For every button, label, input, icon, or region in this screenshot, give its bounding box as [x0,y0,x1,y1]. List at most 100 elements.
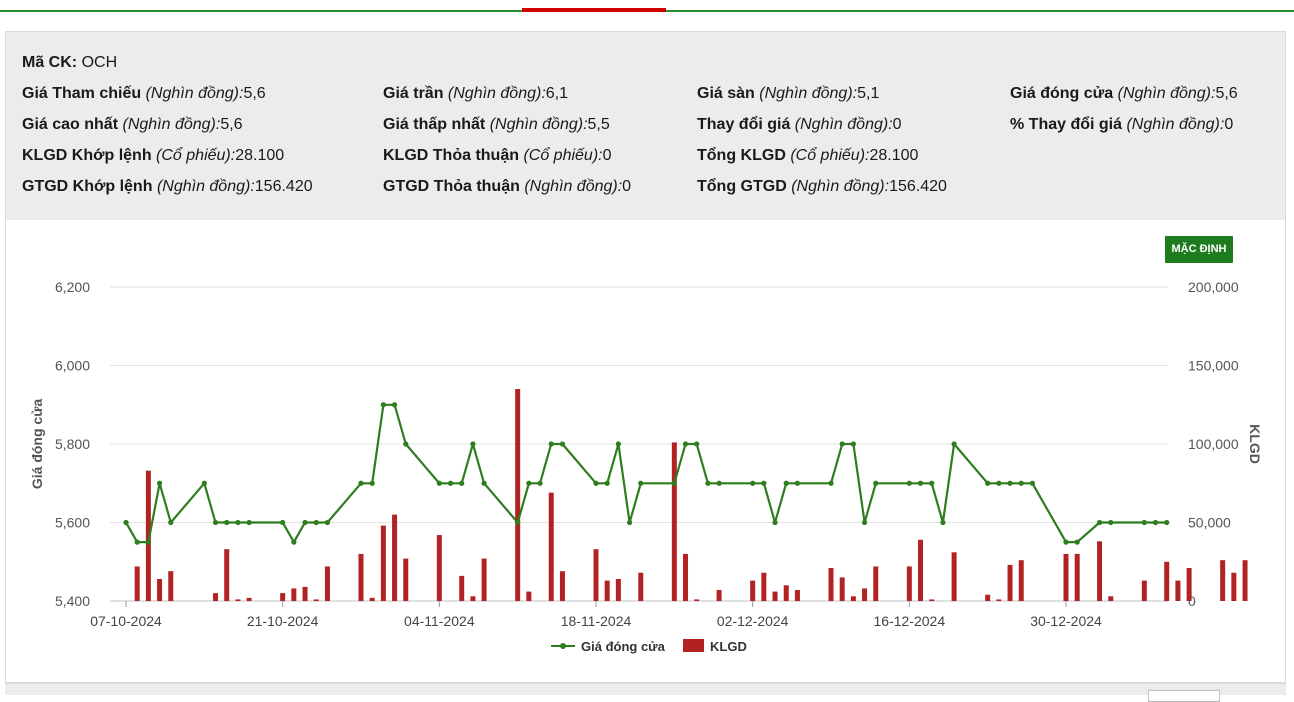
field-unit: (Nghìn đồng): [759,85,858,102]
field-value: 5,6 [1215,85,1238,102]
field-unit: (Nghìn đồng): [1117,85,1216,102]
volume-bar [302,586,308,601]
field-unit: (Cổ phiếu): [790,147,870,164]
volume-bar [761,572,767,601]
price-point [1063,539,1069,545]
price-point [593,480,599,486]
field-label: Tổng GTGD [697,178,787,195]
price-point [548,441,554,447]
info-field: Tổng KLGD (Cổ phiếu):28.100 [697,145,918,167]
volume-bar [750,580,756,601]
volume-bar [850,596,856,601]
volume-bar [839,577,845,601]
field-value: 0 [892,116,902,133]
legend-price-label: Giá đóng cửa [581,639,666,654]
field-value: 5,6 [220,116,243,133]
volume-bar [1220,560,1226,601]
volume-bar [324,566,330,601]
price-point [1096,519,1103,526]
info-field: GTGD Thỏa thuận (Nghìn đồng):0 [383,176,631,198]
price-point [391,402,398,408]
volume-bar [235,599,241,601]
field-label: Tổng KLGD [697,147,786,164]
price-point [716,480,722,486]
price-point [134,539,140,545]
volume-bar [1231,572,1237,601]
field-value: 0 [602,147,612,164]
y-left-tick-label: 5,600 [55,515,90,531]
x-tick-label: 02-12-2024 [717,613,789,629]
price-point [985,480,991,486]
y-right-axis-title: KLGD [1247,424,1263,464]
legend-price-marker [560,643,566,649]
field-value: 0 [1224,116,1234,133]
field-value: 156.420 [889,178,947,195]
volume-bar [873,566,879,601]
price-point [246,519,252,526]
price-point [123,519,129,526]
price-point [705,480,711,486]
field-unit: (Nghìn đồng): [1126,116,1225,133]
price-point [682,441,689,447]
active-tab-indicator [522,8,666,12]
volume-bar [1007,564,1013,601]
volume-bar [224,549,230,601]
price-point [358,480,364,486]
default-zoom-button[interactable]: MẶC ĐỊNH [1165,236,1233,263]
field-value: 5,6 [243,85,266,102]
price-point [671,480,677,486]
price-point [313,519,319,526]
price-point [1007,480,1013,486]
price-point [783,480,789,486]
price-point [459,480,465,486]
price-point [235,519,241,526]
info-row: Giá cao nhất (Nghìn đồng):5,6 Giá thấp nh… [6,114,1285,136]
field-label: GTGD Khớp lệnh [22,178,153,195]
info-field: GTGD Khớp lệnh (Nghìn đồng):156.420 [22,176,313,198]
price-point [403,441,409,447]
field-unit: (Cổ phiếu): [523,147,603,164]
x-tick-label: 18-11-2024 [561,613,632,629]
field-unit: (Nghìn đồng): [122,116,221,133]
price-point [1141,519,1147,526]
volume-bar [403,558,409,601]
field-label: Giá Tham chiếu [22,85,142,102]
volume-bar [996,599,1002,601]
price-point [1152,519,1159,526]
volume-bar [1063,553,1069,601]
ticker-label: Mã CK: [22,54,78,71]
field-label: Giá đóng cửa [1010,85,1114,102]
price-point [996,480,1002,486]
x-tick-label: 21-10-2024 [247,613,319,629]
ticker-value: OCH [81,54,118,71]
price-point [156,480,163,486]
y-right-tick-label: 0 [1188,593,1196,609]
price-point [224,519,230,526]
field-label: % Thay đổi giá [1010,116,1123,133]
field-unit: (Nghìn đồng): [145,85,244,102]
price-point [940,519,946,526]
price-point [1164,519,1170,526]
price-point [515,519,521,526]
y-left-tick-label: 6,200 [55,279,90,295]
price-point [951,441,957,447]
field-label: Thay đổi giá [697,116,791,133]
volume-bar [280,593,286,601]
price-point [1074,539,1080,545]
x-tick-label: 30-12-2024 [1030,613,1102,629]
legend-volume-label: KLGD [710,639,747,654]
field-unit: (Nghìn đồng): [447,85,546,102]
volume-bar [604,580,610,601]
field-value: 5,5 [587,116,610,133]
volume-bar [1164,561,1170,601]
info-field: Tổng GTGD (Nghìn đồng):156.420 [697,176,947,198]
field-value: 5,1 [857,85,880,102]
price-point [291,539,297,545]
volume-bar [380,525,386,601]
y-left-axis-title: Giá đóng cửa [29,399,45,489]
bottom-control[interactable] [1148,690,1220,702]
next-panel-strip [5,683,1286,695]
volume-bar [481,558,487,601]
field-value: 156.420 [254,178,313,195]
